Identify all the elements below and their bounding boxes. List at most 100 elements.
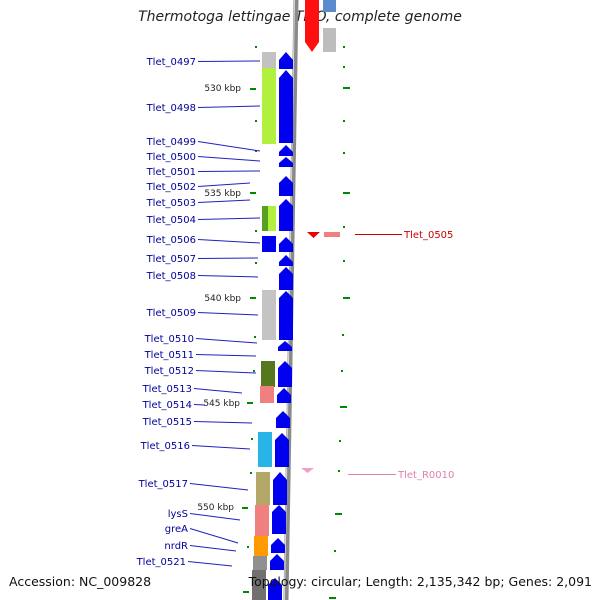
gene-label[interactable]: Tlet_0498 bbox=[146, 103, 196, 114]
cds-arrow bbox=[279, 255, 293, 266]
leader-line bbox=[197, 141, 261, 152]
tick bbox=[255, 150, 257, 152]
leader-line bbox=[197, 312, 259, 316]
gene-label-Tlet_R0010[interactable]: Tlet_R0010 bbox=[397, 470, 454, 481]
tick bbox=[339, 440, 341, 442]
leader-line bbox=[197, 182, 251, 187]
tick bbox=[243, 591, 249, 593]
cog-block bbox=[262, 206, 268, 231]
topology-label: Topology: circular; Length: 2,135,342 bp… bbox=[248, 574, 592, 589]
cds-arrow bbox=[276, 411, 290, 428]
tick bbox=[250, 297, 256, 299]
gene-label[interactable]: Tlet_0515 bbox=[142, 417, 192, 428]
leader-line bbox=[197, 170, 261, 172]
tick bbox=[343, 297, 350, 299]
leader-line bbox=[197, 105, 261, 108]
gc-ticks bbox=[242, 46, 350, 599]
cog-block bbox=[256, 472, 270, 505]
gene-label[interactable]: Tlet_0516 bbox=[140, 441, 190, 452]
tick bbox=[250, 472, 252, 474]
tick bbox=[343, 152, 345, 154]
leader-line bbox=[189, 528, 239, 544]
tick bbox=[255, 262, 257, 264]
gene-label[interactable]: Tlet_0497 bbox=[146, 57, 196, 68]
accession-label: Accession: NC_009828 bbox=[9, 574, 152, 589]
top-gray-feature bbox=[323, 28, 336, 52]
gene-label[interactable]: Tlet_0521 bbox=[136, 557, 186, 568]
leader-line bbox=[193, 404, 206, 406]
gene-label[interactable]: Tlet_0512 bbox=[144, 366, 194, 377]
cog-block bbox=[252, 570, 266, 600]
cds-arrow bbox=[279, 291, 293, 340]
scale-label: 545 kbp bbox=[203, 399, 240, 409]
gene-label[interactable]: Tlet_0503 bbox=[146, 198, 196, 209]
gene-label[interactable]: Tlet_0504 bbox=[146, 215, 196, 226]
gene-label[interactable]: Tlet_0511 bbox=[144, 350, 194, 361]
cds-arrow bbox=[279, 199, 293, 231]
cds-arrow bbox=[278, 341, 292, 351]
cog-block bbox=[262, 236, 276, 252]
tick bbox=[343, 260, 345, 262]
gene-label[interactable]: Tlet_0506 bbox=[146, 235, 196, 246]
tick bbox=[242, 507, 248, 509]
leader-line bbox=[189, 513, 241, 521]
tick bbox=[329, 597, 336, 599]
gene-label[interactable]: Tlet_0509 bbox=[146, 308, 196, 319]
gene-label[interactable]: Tlet_0500 bbox=[146, 152, 196, 163]
tick bbox=[255, 46, 257, 48]
tick bbox=[343, 192, 350, 194]
tick bbox=[255, 230, 257, 232]
gene-labels-left: Tlet_0497 Tlet_0498 Tlet_0499 Tlet_0500 … bbox=[136, 57, 196, 568]
gene-label[interactable]: Tlet_0499 bbox=[146, 137, 196, 148]
leader-line bbox=[197, 239, 261, 244]
tick bbox=[255, 120, 257, 122]
gene-label[interactable]: Tlet_0502 bbox=[146, 182, 196, 193]
tick bbox=[247, 402, 253, 404]
gene-label[interactable]: lysS bbox=[168, 509, 188, 520]
cog-block bbox=[268, 206, 276, 231]
cds-arrow bbox=[273, 472, 287, 505]
gene-label[interactable]: Tlet_0510 bbox=[144, 334, 194, 345]
scale-label: 550 kbp bbox=[197, 503, 234, 513]
gene-label[interactable]: nrdR bbox=[164, 541, 188, 552]
gene-label[interactable]: Tlet_0501 bbox=[146, 167, 196, 178]
cog-block bbox=[258, 432, 272, 467]
tick bbox=[247, 546, 249, 548]
gene-label[interactable]: Tlet_0514 bbox=[142, 400, 192, 411]
gene-label-Tlet_0505[interactable]: Tlet_0505 bbox=[403, 230, 453, 241]
cds-arrow bbox=[278, 361, 292, 387]
scale-labels: 530 kbp 535 kbp 540 kbp 545 kbp 550 kbp bbox=[197, 84, 241, 513]
top-red-arrow bbox=[305, 42, 319, 52]
cog-block bbox=[262, 52, 276, 69]
gene-label[interactable]: Tlet_0513 bbox=[142, 384, 192, 395]
cds-arrow bbox=[279, 70, 293, 143]
cds-arrow bbox=[279, 237, 293, 252]
gene-label[interactable]: Tlet_0517 bbox=[138, 479, 188, 490]
leader-line bbox=[197, 60, 261, 62]
cog-block bbox=[262, 68, 276, 144]
cog-block bbox=[254, 536, 268, 556]
cog-block bbox=[262, 290, 276, 340]
leader-line bbox=[195, 338, 258, 344]
cog-block bbox=[261, 361, 275, 387]
tick bbox=[343, 46, 345, 48]
cds-arrow bbox=[277, 388, 291, 403]
gene-label[interactable]: Tlet_0508 bbox=[146, 271, 196, 282]
gene-label[interactable]: greA bbox=[165, 524, 188, 535]
cds-arrow bbox=[268, 578, 282, 600]
tick bbox=[343, 87, 350, 89]
cds-arrow bbox=[275, 433, 289, 467]
trna-arrow bbox=[301, 468, 314, 473]
tick bbox=[250, 192, 256, 194]
cog-block bbox=[253, 556, 267, 570]
cds-arrow bbox=[279, 176, 293, 196]
gene-label[interactable]: Tlet_0507 bbox=[146, 254, 196, 265]
tick bbox=[342, 334, 344, 336]
tick bbox=[343, 66, 345, 68]
rrna-feature bbox=[324, 232, 340, 237]
tick bbox=[250, 88, 256, 90]
cds-arrow bbox=[270, 554, 284, 570]
leader-line bbox=[189, 483, 249, 491]
scale-label: 540 kbp bbox=[204, 294, 241, 304]
scale-label: 530 kbp bbox=[204, 84, 241, 94]
